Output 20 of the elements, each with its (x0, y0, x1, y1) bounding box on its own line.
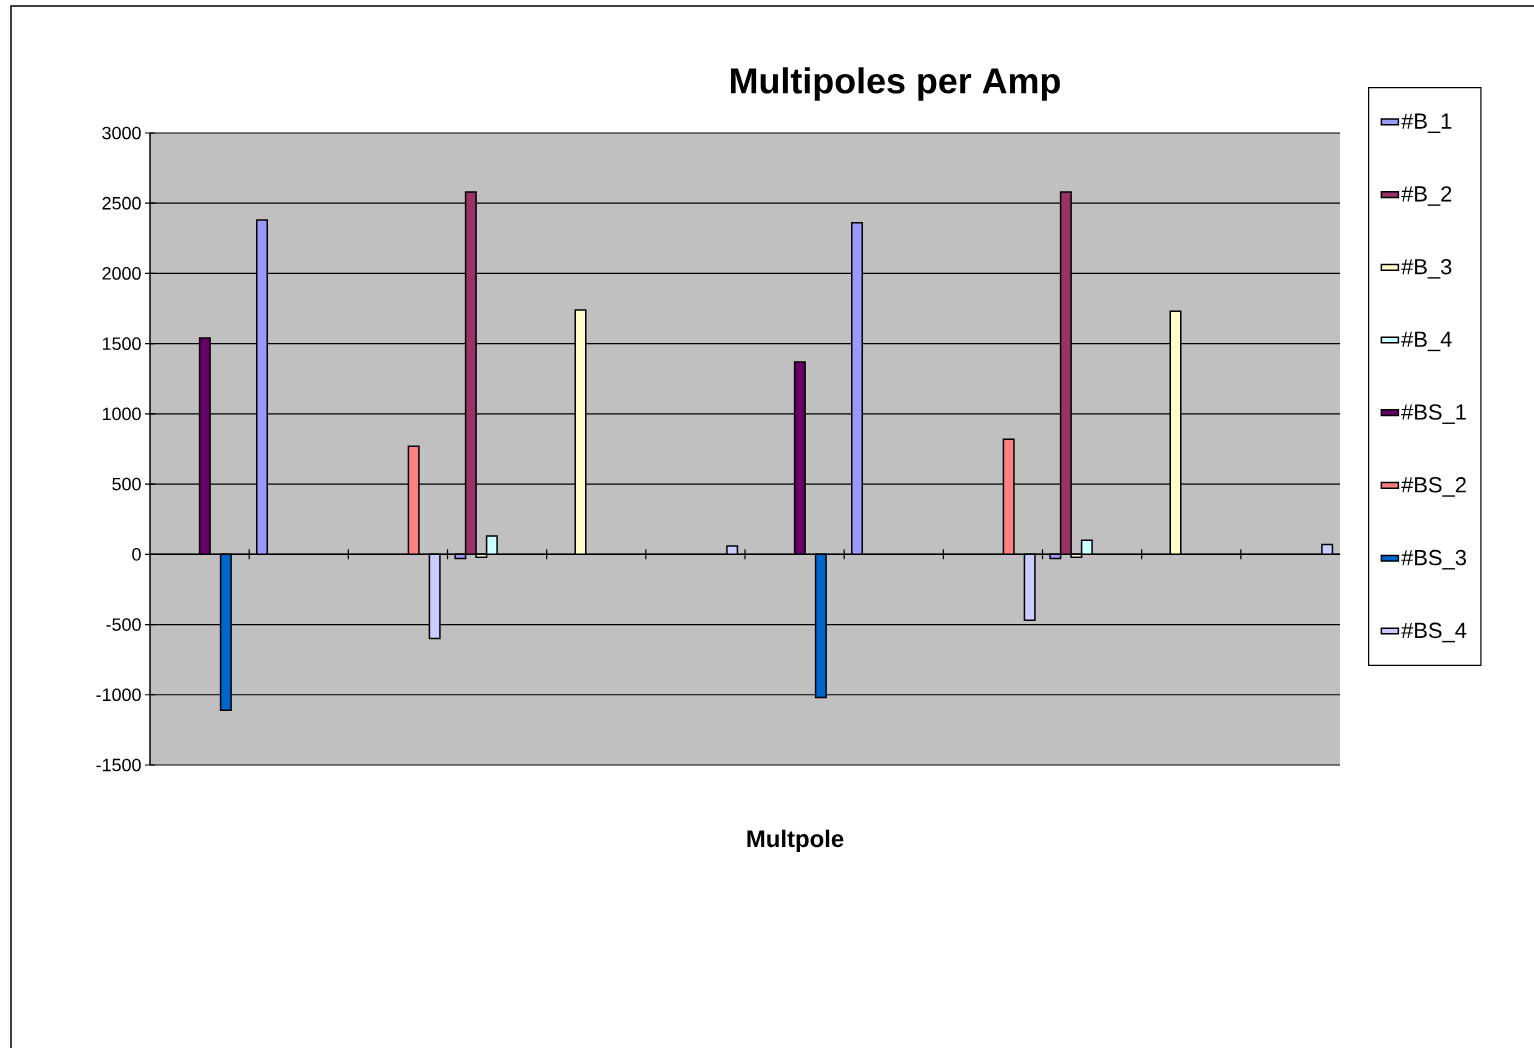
y-tick-label: 3000 (102, 126, 141, 140)
legend-label: #B_4 (1401, 331, 1452, 352)
y-tick-label: 2000 (102, 267, 141, 280)
chart-title: Multipoles per Amp (731, 67, 1060, 101)
legend-label: #B_2 (1401, 186, 1452, 206)
y-tick-label: -1000 (96, 688, 141, 702)
x-axis-title: Multpole (747, 829, 844, 852)
y-tick-label: 1000 (102, 407, 141, 421)
y-tick-label: -1500 (96, 758, 141, 772)
y-tick-label: 2500 (102, 196, 141, 210)
legend-label: #BS_4 (1401, 622, 1467, 643)
y-tick-label: 500 (112, 477, 141, 491)
legend-label: #BS_1 (1401, 404, 1466, 424)
y-tick-label: 0 (132, 547, 141, 561)
legend-label: #BS_2 (1401, 477, 1466, 497)
y-tick-label: 1500 (102, 337, 141, 350)
legend-label: #BS_3 (1401, 549, 1466, 570)
y-tick-label: -500 (106, 618, 141, 631)
legend-label: #B_1 (1401, 113, 1452, 134)
legend-label: #B_3 (1401, 258, 1452, 279)
